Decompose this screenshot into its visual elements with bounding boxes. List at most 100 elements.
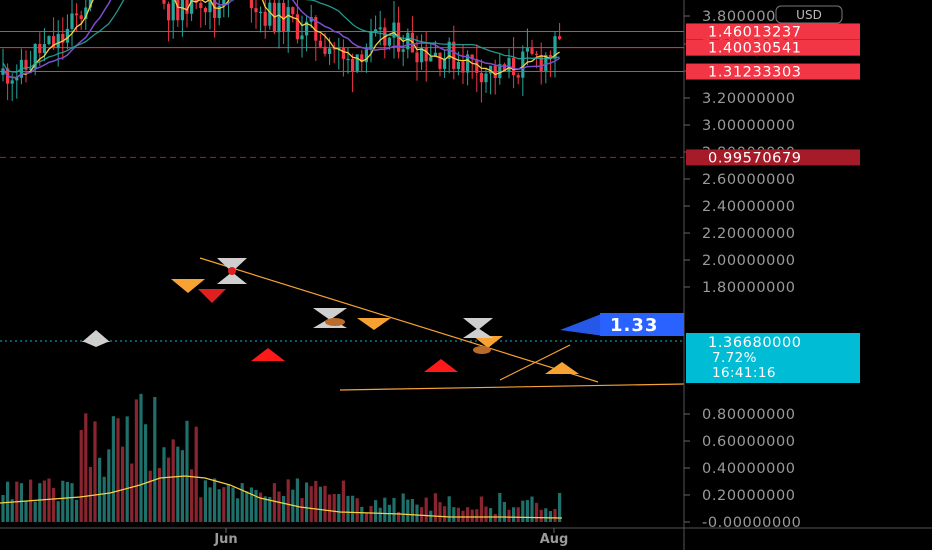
volume-bar — [56, 501, 60, 522]
currency-badge[interactable]: USD — [775, 5, 843, 24]
candle-body — [167, 3, 171, 21]
candle-body — [498, 64, 502, 79]
volume-bar — [213, 478, 217, 522]
volume-bar — [176, 446, 180, 522]
candle-body — [530, 48, 534, 54]
horizontal-levels — [0, 30, 684, 342]
pivot-dot — [325, 318, 345, 326]
volume-bar — [10, 499, 14, 522]
candle-body — [369, 32, 373, 50]
price-level-tag-bg — [686, 63, 860, 80]
volume-bar — [254, 489, 258, 522]
volume-bar — [475, 509, 479, 522]
candle-body — [199, 2, 203, 9]
volume-bar — [456, 507, 460, 522]
sell-signal-marker — [171, 279, 205, 293]
candle-body — [332, 48, 336, 50]
volume-bar — [236, 498, 240, 522]
time-axis[interactable]: Jun Aug — [213, 528, 568, 547]
volume-bar — [360, 506, 364, 522]
volume-bar — [300, 498, 304, 522]
volume-bar — [484, 506, 488, 522]
price-tick-label: 2.00000000 — [702, 253, 796, 269]
candle-body — [217, 5, 221, 18]
candle-body — [47, 36, 51, 45]
volume-bar — [121, 446, 125, 522]
candle-body — [387, 37, 391, 46]
candle-body — [162, 0, 166, 4]
volume-bar — [558, 492, 562, 522]
price-level-tag: 0.99570679 — [686, 149, 860, 166]
candle-body — [406, 32, 410, 50]
price-tags: 2.317904561.773938061.460132371.40030541… — [686, 23, 860, 166]
volume-bar — [125, 416, 129, 522]
last-price-tag: 1.36680000 7.72% 16:41:16 — [686, 333, 860, 383]
volume-bar — [535, 502, 539, 522]
volume-bar — [392, 497, 396, 522]
buy-signal-marker — [424, 359, 458, 372]
volume-bar — [130, 463, 134, 522]
volume-bar — [553, 509, 557, 522]
candle-body — [268, 2, 272, 26]
ma-teal-line — [2, 0, 560, 73]
candle-body — [222, 0, 226, 6]
candle-body — [254, 8, 258, 13]
volume-bar — [19, 483, 23, 522]
volume-bar — [148, 470, 152, 522]
volume-bar — [498, 492, 502, 522]
pattern-markers — [82, 258, 579, 374]
price-level-tag-bg — [686, 23, 860, 40]
descending-trendline — [199, 257, 599, 383]
candle-body — [479, 72, 483, 83]
volume-bar — [116, 418, 120, 522]
candle-body — [33, 43, 37, 69]
candle-body — [470, 54, 474, 60]
pivot-dot — [473, 346, 491, 354]
candle-body — [42, 44, 46, 54]
volume-bar — [226, 484, 230, 522]
trendlines — [199, 257, 685, 391]
candle-body — [548, 55, 552, 59]
price-tick-label: 3.20000000 — [702, 91, 796, 107]
volume-bar — [479, 496, 483, 522]
volume-bar — [134, 399, 138, 522]
volume-bar — [157, 467, 161, 522]
hourglass-marker — [82, 341, 110, 347]
volume-bar — [162, 447, 166, 522]
volume-bar — [332, 493, 336, 522]
volume-bars — [0, 393, 563, 522]
volume-bar — [1, 495, 5, 522]
candle-body — [489, 65, 493, 74]
candle-body — [360, 54, 364, 63]
volume-bar — [309, 486, 313, 522]
candle-body — [429, 56, 433, 62]
volume-bar — [314, 480, 318, 522]
price-level-tag-bg — [686, 39, 860, 56]
candle-body — [56, 33, 60, 49]
price-callout: 1.33 — [560, 313, 684, 336]
candle-body — [346, 58, 350, 61]
candle-body — [277, 2, 281, 33]
candle-body — [493, 65, 497, 79]
volume-bar — [401, 493, 405, 522]
candle-body — [553, 36, 557, 59]
price-level-tag-label: 1.40030541 — [708, 41, 802, 57]
candle-body — [84, 7, 88, 19]
candle-body — [259, 11, 263, 14]
candle-body — [512, 57, 516, 76]
candle-body — [286, 7, 290, 32]
volume-bar — [180, 450, 184, 522]
candle-body — [190, 0, 194, 14]
candle-body — [558, 36, 562, 40]
volume-bar — [461, 510, 465, 522]
buy-signal-marker — [251, 348, 285, 361]
candle-body — [263, 11, 267, 26]
volume-bar — [61, 480, 65, 522]
volume-bar — [167, 457, 171, 522]
volume-bar — [111, 416, 115, 522]
volume-bar — [525, 500, 529, 522]
price-level-tag: 1.40030541 — [686, 39, 860, 57]
hourglass-marker — [217, 272, 247, 284]
volume-bar — [410, 499, 414, 522]
